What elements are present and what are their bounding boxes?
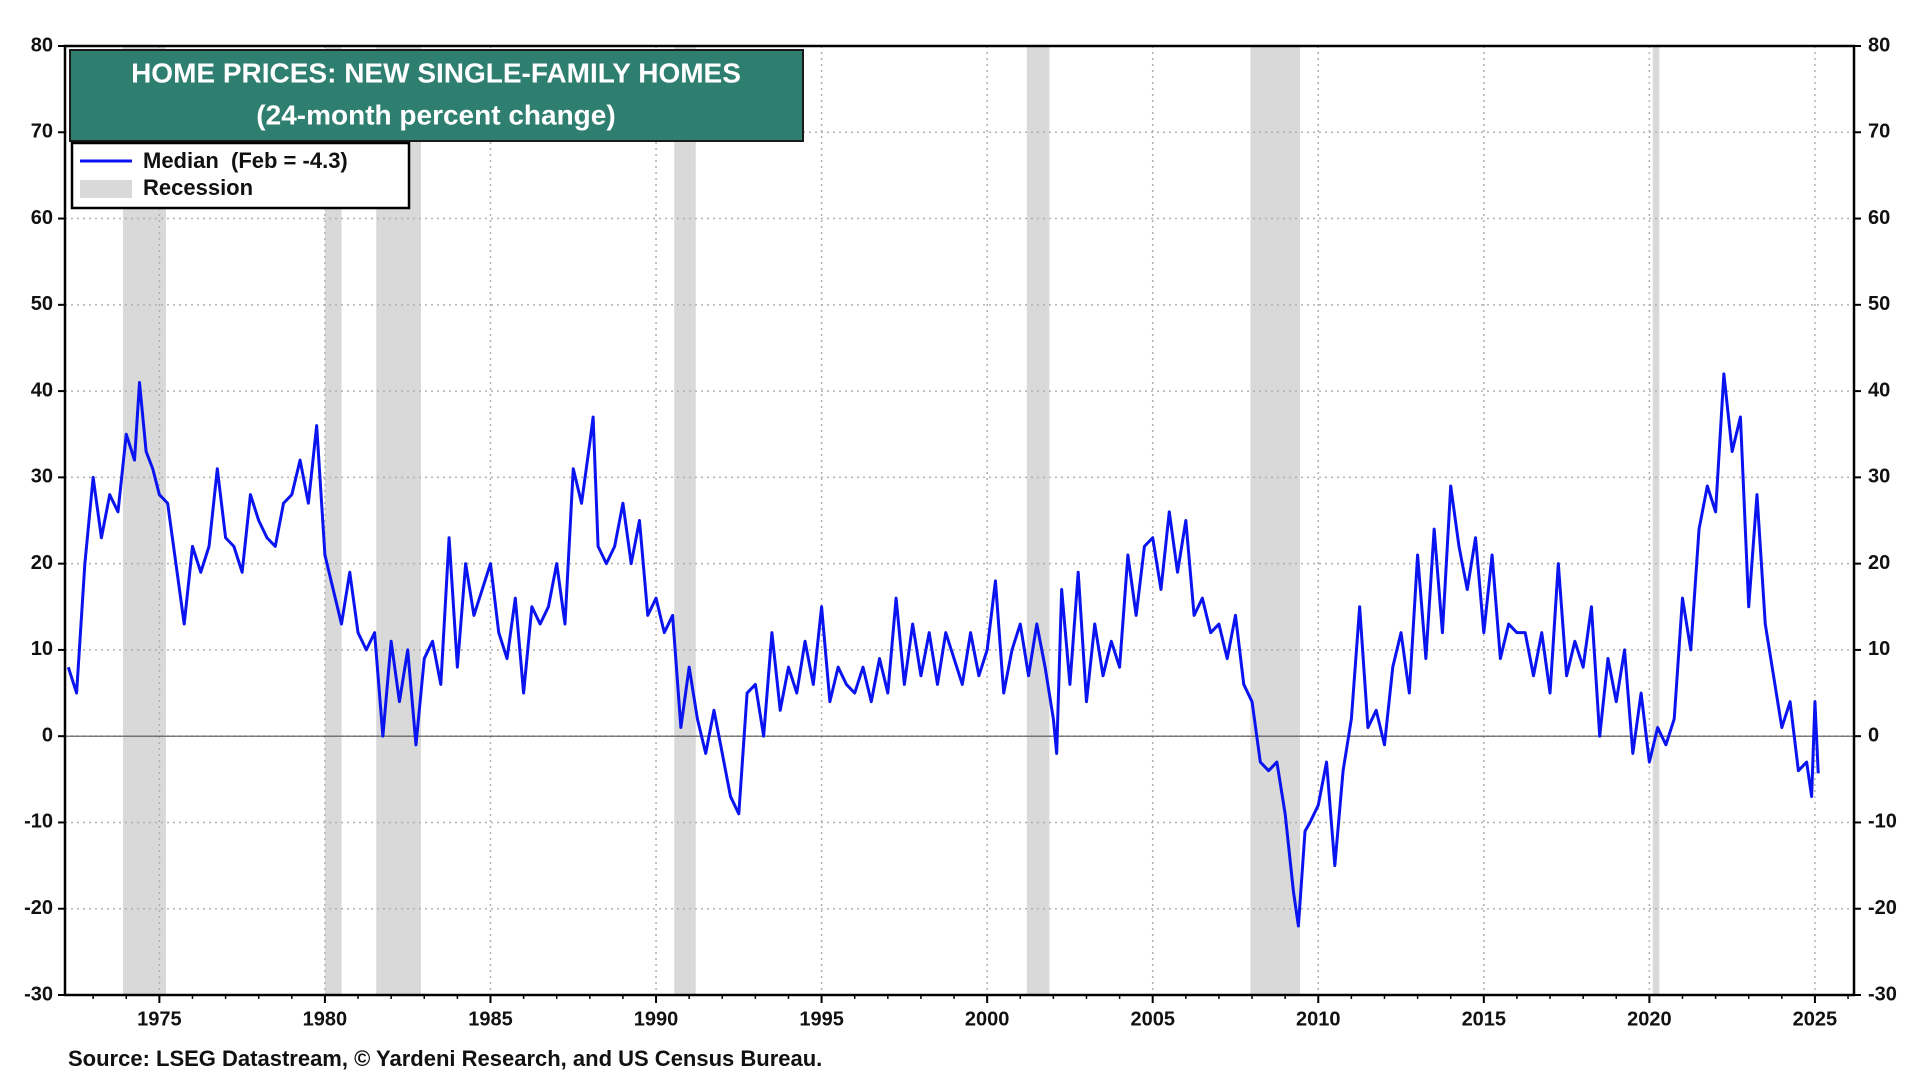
y-tick-label: 80	[31, 34, 53, 56]
y-tick-label: 70	[31, 121, 53, 143]
x-tick-label: 2025	[1793, 1008, 1838, 1030]
y-tick-label: -10	[24, 811, 53, 833]
x-tick-label: 2010	[1296, 1008, 1341, 1030]
recession-band	[324, 46, 342, 995]
x-tick-label: 1995	[799, 1008, 844, 1030]
y-tick-label: 30	[31, 466, 53, 488]
legend-recession-swatch	[80, 180, 132, 198]
y2-tick-label: 30	[1868, 466, 1890, 488]
chart-subtitle: (24-month percent change)	[256, 99, 615, 130]
y2-tick-label: -30	[1868, 983, 1897, 1005]
x-tick-label: 1985	[468, 1008, 513, 1030]
x-tick-label: 1990	[634, 1008, 679, 1030]
y2-tick-label: 80	[1868, 34, 1890, 56]
y2-tick-label: 70	[1868, 121, 1890, 143]
x-tick-label: 1975	[137, 1008, 182, 1030]
y2-tick-label: 60	[1868, 207, 1890, 229]
y-tick-label: 10	[31, 638, 53, 660]
x-tick-label: 2000	[965, 1008, 1010, 1030]
y2-tick-label: 20	[1868, 552, 1890, 574]
source-note: Source: LSEG Datastream, © Yardeni Resea…	[68, 1046, 822, 1071]
y-tick-label: -30	[24, 983, 53, 1005]
y2-tick-label: -10	[1868, 811, 1897, 833]
y-tick-label: 20	[31, 552, 53, 574]
plot-frame	[63, 44, 1856, 997]
x-tick-label: 1980	[303, 1008, 348, 1030]
title-box	[69, 49, 804, 142]
y-tick-label: 40	[31, 379, 53, 401]
y-tick-label: 0	[42, 724, 53, 746]
legend-label: Median (Feb = -4.3)	[143, 148, 348, 173]
recession-band	[1250, 46, 1301, 995]
data-line	[66, 372, 1820, 928]
y2-tick-label: 40	[1868, 379, 1890, 401]
y2-tick-label: -20	[1868, 897, 1897, 919]
recession-band	[1026, 46, 1050, 995]
recession-band	[1652, 46, 1660, 995]
x-tick-label: 2005	[1130, 1008, 1175, 1030]
y2-tick-label: 10	[1868, 638, 1890, 660]
chart-title: HOME PRICES: NEW SINGLE-FAMILY HOMES	[131, 57, 741, 88]
y2-tick-label: 0	[1868, 724, 1879, 746]
x-tick-label: 2020	[1627, 1008, 1672, 1030]
y-tick-label: 60	[31, 207, 53, 229]
x-tick-label: 2015	[1462, 1008, 1507, 1030]
y2-tick-label: 50	[1868, 293, 1890, 315]
legend-label: Recession	[143, 175, 253, 200]
recession-band	[674, 46, 696, 995]
y-tick-label: 50	[31, 293, 53, 315]
y-tick-label: -20	[24, 897, 53, 919]
